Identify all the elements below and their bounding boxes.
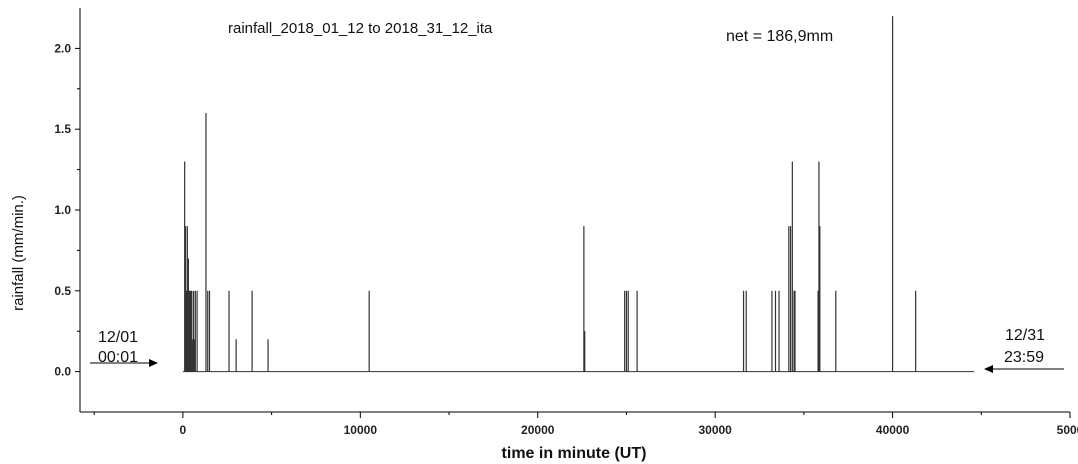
x-tick-label: 40000 [876,423,910,437]
y-tick-label: 2.0 [54,41,71,55]
x-tick-label: 0 [180,423,187,437]
x-axis-label: time in minute (UT) [502,445,647,462]
end-date-label: 12/31 [1005,327,1045,344]
chart-title: rainfall_2018_01_12 to 2018_31_12_ita [228,20,493,37]
y-tick-label: 1.5 [54,122,71,136]
x-tick-label: 20000 [521,423,555,437]
net-total-annotation: net = 186,9mm [726,28,833,45]
start-arrow-head [149,359,158,367]
end-arrow-head [984,365,993,373]
y-tick-label: 0.0 [54,365,71,379]
end-time-label: 23:59 [1004,349,1044,366]
y-tick-label: 1.0 [54,203,71,217]
start-date-label: 12/01 [98,329,138,346]
x-tick-label: 30000 [698,423,732,437]
x-tick-label: 10000 [344,423,378,437]
plot-area [182,16,975,373]
axes: 0.0 0.5 1.0 1.5 2.0 0 10000 20000 30000 40000 5000 [54,8,1078,437]
start-time-label: 00:01 [98,349,138,366]
y-tick-label: 0.5 [54,284,71,298]
y-axis-label: rainfall (mm/min.) [10,195,27,311]
x-tick-label: 5000 [1057,423,1078,437]
